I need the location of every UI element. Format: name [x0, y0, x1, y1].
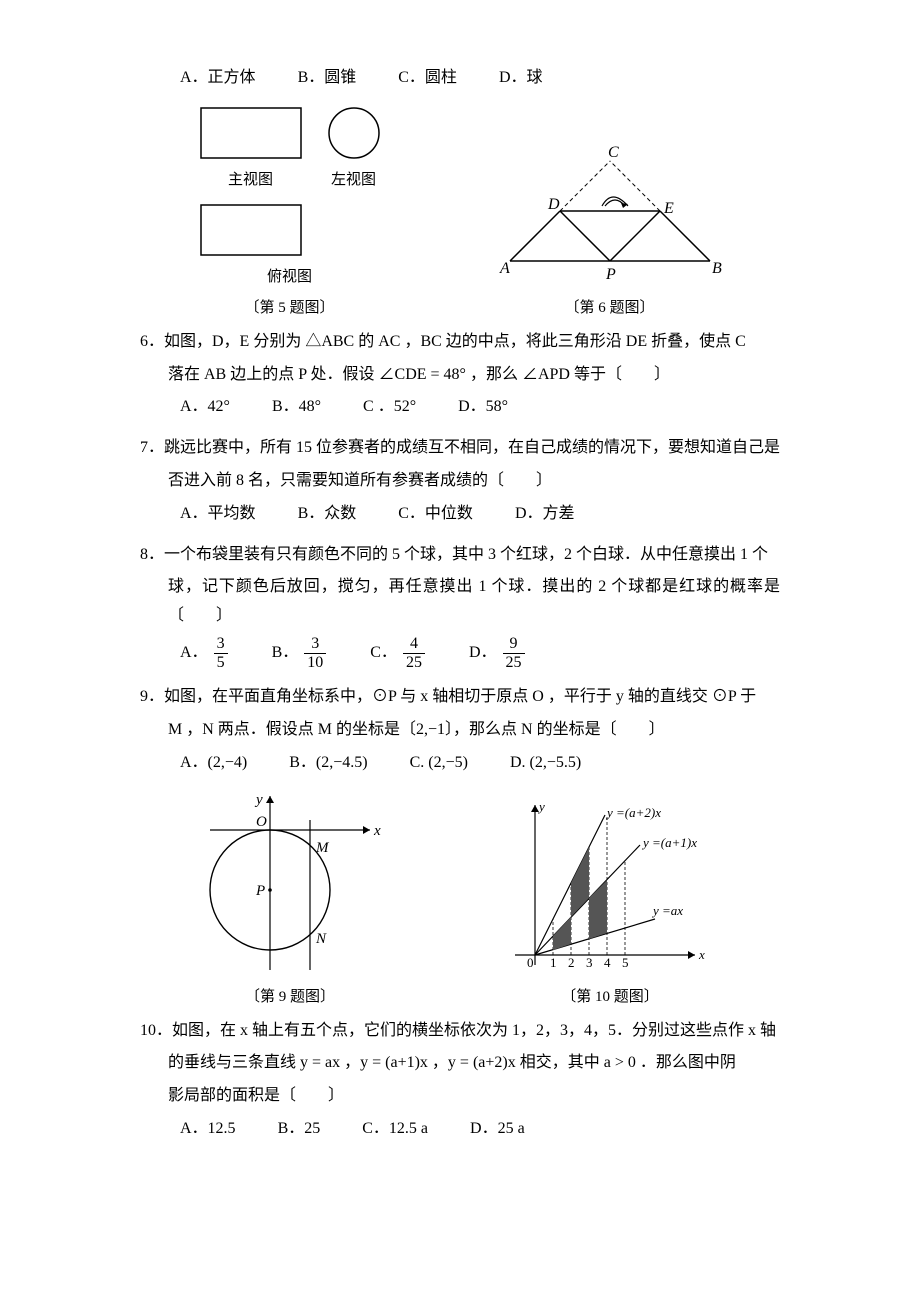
svg-text:y: y [537, 800, 545, 814]
svg-text:1: 1 [550, 955, 557, 970]
fraction-icon: 3 10 [304, 635, 326, 671]
q8-line2: 球，记下颜色后放回，搅匀，再任意摸出 1 个球．摸出的 2 个球都是红球的概率是… [140, 573, 780, 631]
fig5-main-label: 主视图 [196, 167, 306, 194]
q8-opt-a-prefix: A． [180, 644, 208, 661]
fig5-left-view [324, 103, 384, 163]
q7-opt-d: D．方差 [515, 500, 575, 529]
q8-opt-d-prefix: D． [469, 644, 497, 661]
svg-text:x: x [698, 947, 705, 962]
q10-opt-d: D．25 a [470, 1115, 525, 1144]
fig5-left-label: 左视图 [324, 167, 384, 194]
q8-line1: 8．一个布袋里装有只有颜色不同的 5 个球，其中 3 个红球，2 个白球．从中任… [140, 541, 780, 570]
q5-opt-a: A．正方体 [180, 64, 256, 93]
fig6-caption: 〔第 6 题图〕 [495, 295, 725, 322]
q5-opt-d: D．球 [499, 64, 543, 93]
fraction-icon: 3 5 [214, 635, 228, 671]
svg-text:P: P [605, 266, 616, 283]
figure-9: M N P O x y 〔第 9 题图〕 [195, 790, 385, 1011]
q7-opt-b: B．众数 [298, 500, 357, 529]
fig10-svg: 0 1 2 3 4 5 x y y =(a+2)x y =(a+1)x y =a… [495, 800, 725, 980]
svg-text:x: x [373, 823, 381, 839]
fig9-svg: M N P O x y [195, 790, 385, 980]
question-7: 7．跳远比赛中，所有 15 位参赛者的成绩互不相同，在自己成绩的情况下，要想知道… [140, 434, 780, 528]
fig6-svg: A B P D E C [495, 141, 725, 291]
svg-text:C: C [608, 144, 619, 161]
q10-line1: 10．如图，在 x 轴上有五个点，它们的横坐标依次为 1，2，3，4，5．分别过… [140, 1017, 780, 1046]
figure-5: 主视图 左视图 俯视图 〔第 5 题图〕 [196, 103, 384, 322]
svg-text:3: 3 [586, 955, 593, 970]
q6-opt-c: C ．52° [363, 393, 416, 422]
q8-opt-b: B． 3 10 [272, 635, 329, 671]
q10-opt-b: B．25 [278, 1115, 321, 1144]
q6-line2: 落在 AB 边上的点 P 处．假设 ∠CDE = 48° ，那么 ∠APD 等于… [140, 361, 780, 390]
q7-line2: 否进入前 8 名，只需要知道所有参赛者成绩的〔 〕 [140, 467, 780, 496]
q6-opt-d: D．58° [458, 393, 508, 422]
q9-line1: 9．如图，在平面直角坐标系中，⊙P 与 x 轴相切于原点 O ，平行于 y 轴的… [140, 683, 780, 712]
svg-text:A: A [499, 260, 510, 277]
q8-opt-b-prefix: B． [272, 644, 299, 661]
q6-options: A．42° B．48° C ．52° D．58° [140, 393, 780, 422]
fig5-top-label: 俯视图 [196, 264, 384, 291]
fig5-top-view [196, 200, 306, 260]
q7-opt-c: C．中位数 [398, 500, 473, 529]
q8-options: A． 3 5 B． 3 10 C． 4 25 D． 9 25 [140, 635, 780, 671]
svg-text:E: E [663, 200, 674, 217]
q7-opt-a: A．平均数 [180, 500, 256, 529]
figure-row-5-6: 主视图 左视图 俯视图 〔第 5 题图〕 [140, 103, 780, 322]
svg-text:y =ax: y =ax [651, 903, 683, 918]
q10-line3: 影局部的面积是〔 〕 [140, 1082, 780, 1111]
q9-opt-d: D. (2,−5.5) [510, 749, 581, 778]
question-10: 10．如图，在 x 轴上有五个点，它们的横坐标依次为 1，2，3，4，5．分别过… [140, 1017, 780, 1144]
q9-options: A．(2,−4) B．(2,−4.5) C. (2,−5) D. (2,−5.5… [140, 749, 780, 778]
q10-opt-c: C．12.5 a [362, 1115, 428, 1144]
q10-options: A．12.5 B．25 C．12.5 a D．25 a [140, 1115, 780, 1144]
svg-text:D: D [547, 196, 560, 213]
q10-line2: 的垂线与三条直线 y = ax ，y = (a+1)x ，y = (a+2)x … [140, 1049, 780, 1078]
q9-line2: M ，N 两点．假设点 M 的坐标是〔2,−1〕，那么点 N 的坐标是〔 〕 [140, 716, 780, 745]
figure-10: 0 1 2 3 4 5 x y y =(a+2)x y =(a+1)x y =a… [495, 800, 725, 1011]
fraction-icon: 9 25 [503, 635, 525, 671]
svg-text:2: 2 [568, 955, 575, 970]
question-9: 9．如图，在平面直角坐标系中，⊙P 与 x 轴相切于原点 O ，平行于 y 轴的… [140, 683, 780, 777]
question-8: 8．一个布袋里装有只有颜色不同的 5 个球，其中 3 个红球，2 个白球．从中任… [140, 541, 780, 672]
fig5-caption: 〔第 5 题图〕 [196, 295, 384, 322]
svg-text:y =(a+2)x: y =(a+2)x [605, 805, 661, 820]
svg-text:0: 0 [527, 955, 534, 970]
q9-opt-c: C. (2,−5) [410, 749, 468, 778]
q10-opt-a: A．12.5 [180, 1115, 236, 1144]
q5-opt-b: B．圆锥 [298, 64, 357, 93]
fig9-caption: 〔第 9 题图〕 [195, 984, 385, 1011]
fig5-main-view [196, 103, 306, 163]
figure-row-9-10: M N P O x y 〔第 9 题图〕 [140, 790, 780, 1011]
q8-opt-c: C． 4 25 [370, 635, 427, 671]
question-6: 6．如图，D，E 分别为 △ABC 的 AC ，BC 边的中点，将此三角形沿 D… [140, 328, 780, 422]
q7-line1: 7．跳远比赛中，所有 15 位参赛者的成绩互不相同，在自己成绩的情况下，要想知道… [140, 434, 780, 463]
q8-opt-d: D． 9 25 [469, 635, 527, 671]
figure-6: A B P D E C 〔第 6 题图〕 [495, 141, 725, 322]
svg-text:y =(a+1)x: y =(a+1)x [641, 835, 697, 850]
svg-text:N: N [315, 931, 327, 947]
q6-line1: 6．如图，D，E 分别为 △ABC 的 AC ，BC 边的中点，将此三角形沿 D… [140, 328, 780, 357]
q5-opt-c: C．圆柱 [398, 64, 457, 93]
q5-options: A．正方体 B．圆锥 C．圆柱 D．球 [140, 64, 780, 93]
q9-opt-b: B．(2,−4.5) [289, 749, 367, 778]
svg-text:P: P [255, 883, 265, 899]
svg-text:M: M [315, 840, 330, 856]
svg-text:B: B [712, 260, 722, 277]
q9-opt-a: A．(2,−4) [180, 749, 247, 778]
q8-opt-a: A． 3 5 [180, 635, 230, 671]
fig10-caption: 〔第 10 题图〕 [495, 984, 725, 1011]
svg-text:5: 5 [622, 955, 629, 970]
svg-text:O: O [256, 814, 267, 830]
q8-opt-c-prefix: C． [370, 644, 397, 661]
fraction-icon: 4 25 [403, 635, 425, 671]
q6-opt-b: B．48° [272, 393, 321, 422]
svg-text:4: 4 [604, 955, 611, 970]
svg-text:y: y [254, 792, 263, 808]
q6-opt-a: A．42° [180, 393, 230, 422]
q7-options: A．平均数 B．众数 C．中位数 D．方差 [140, 500, 780, 529]
